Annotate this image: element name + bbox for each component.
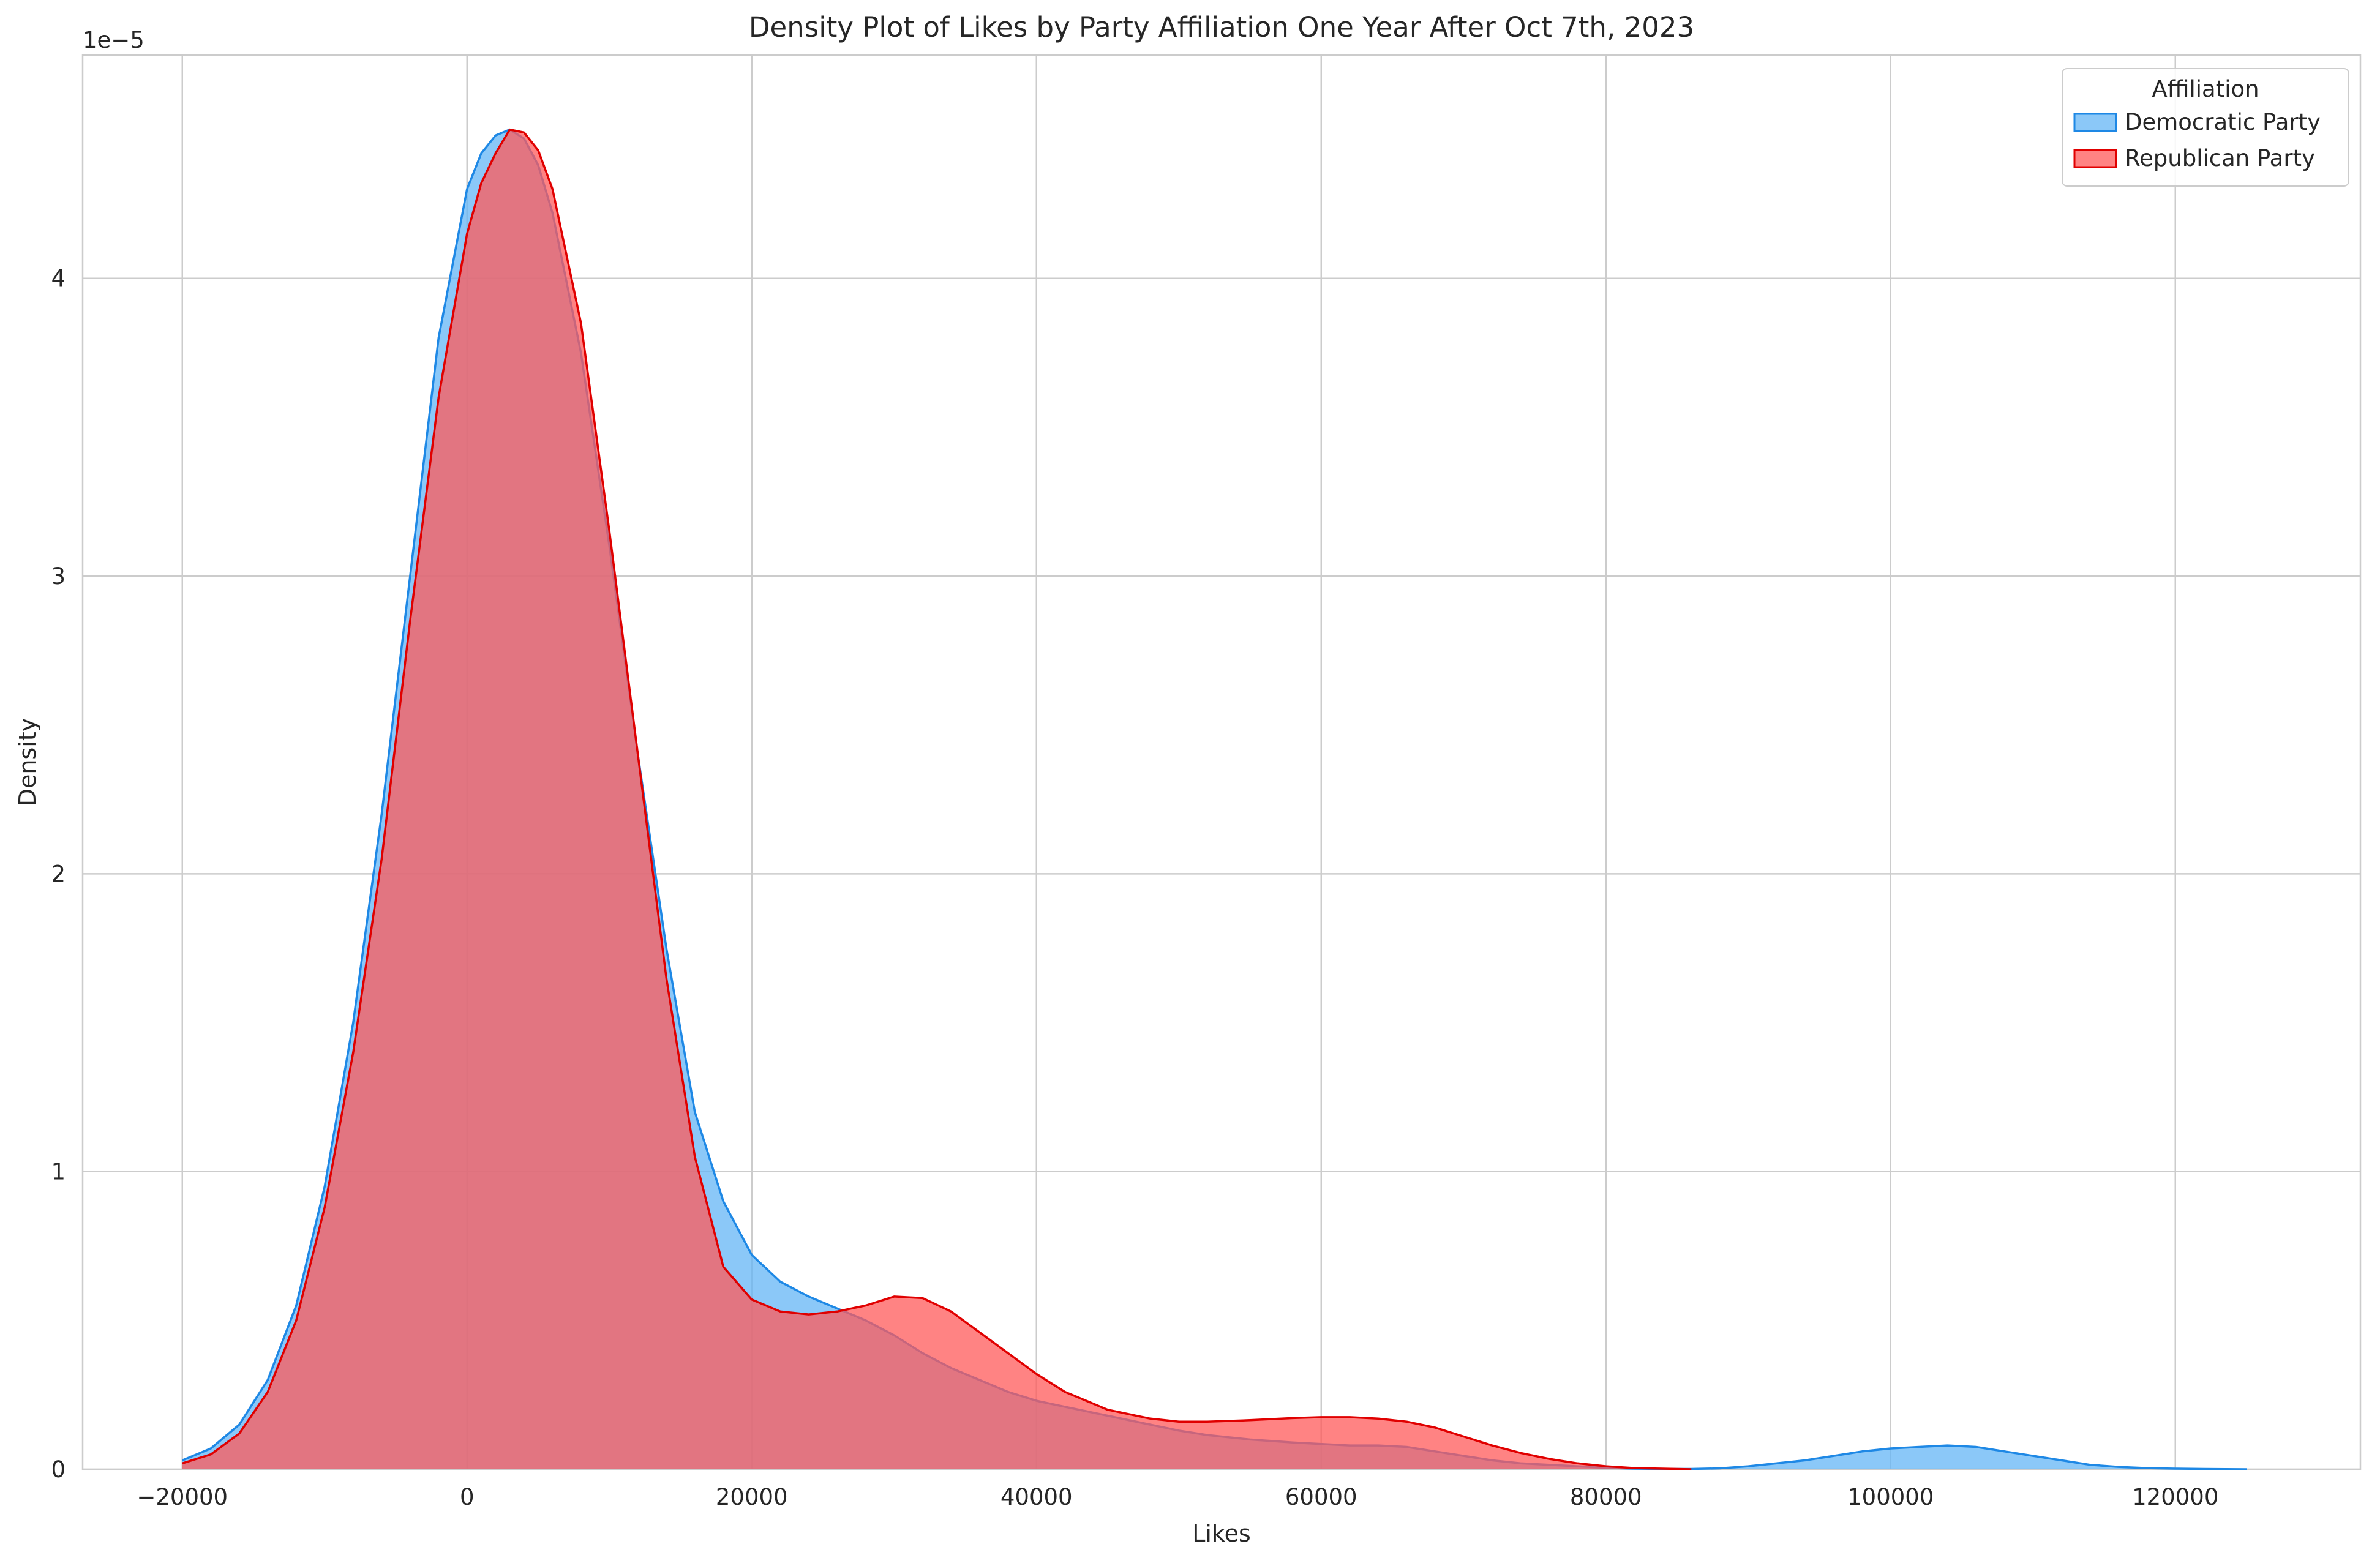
legend-box [2062, 68, 2349, 187]
x-tick-label: 0 [460, 1484, 475, 1510]
y-axis-label: Density [14, 718, 41, 806]
legend-label-republican-party: Republican Party [2125, 145, 2315, 171]
x-tick-label: 120000 [2132, 1484, 2218, 1510]
legend-title: Affiliation [2152, 76, 2259, 102]
x-tick-label: 100000 [1847, 1484, 1934, 1510]
x-tick-labels: −20000 0 20000 40000 60000 80000 100000 120000 [137, 1484, 2218, 1510]
density-areas [182, 128, 2247, 1470]
x-axis-label: Likes [1192, 1520, 1251, 1547]
x-tick-label: 80000 [1570, 1484, 1642, 1510]
x-tick-label: 20000 [716, 1484, 788, 1510]
legend: Affiliation Democratic Party Republican … [2062, 68, 2349, 187]
legend-swatch-democratic-party [2073, 113, 2117, 132]
density-area-republican-party [182, 129, 1692, 1469]
legend-swatch-republican-party [2073, 149, 2117, 168]
chart-title: Density Plot of Likes by Party Affiliati… [749, 11, 1694, 43]
y-tick-labels: 0 1 2 3 4 [51, 266, 66, 1483]
y-tick-label: 1 [51, 1159, 66, 1185]
y-tick-label: 2 [51, 861, 66, 887]
density-line-republican-party [182, 128, 1692, 1470]
y-tick-label: 3 [51, 563, 66, 590]
y-tick-label: 0 [51, 1456, 66, 1483]
x-tick-label: −20000 [137, 1484, 228, 1510]
y-scale-offset: 1e−5 [83, 27, 145, 53]
x-tick-label: 60000 [1285, 1484, 1357, 1510]
density-area-democratic-party [182, 129, 2247, 1469]
legend-label-democratic-party: Democratic Party [2125, 109, 2321, 135]
y-tick-label: 4 [51, 266, 66, 292]
x-tick-label: 40000 [1000, 1484, 1073, 1510]
